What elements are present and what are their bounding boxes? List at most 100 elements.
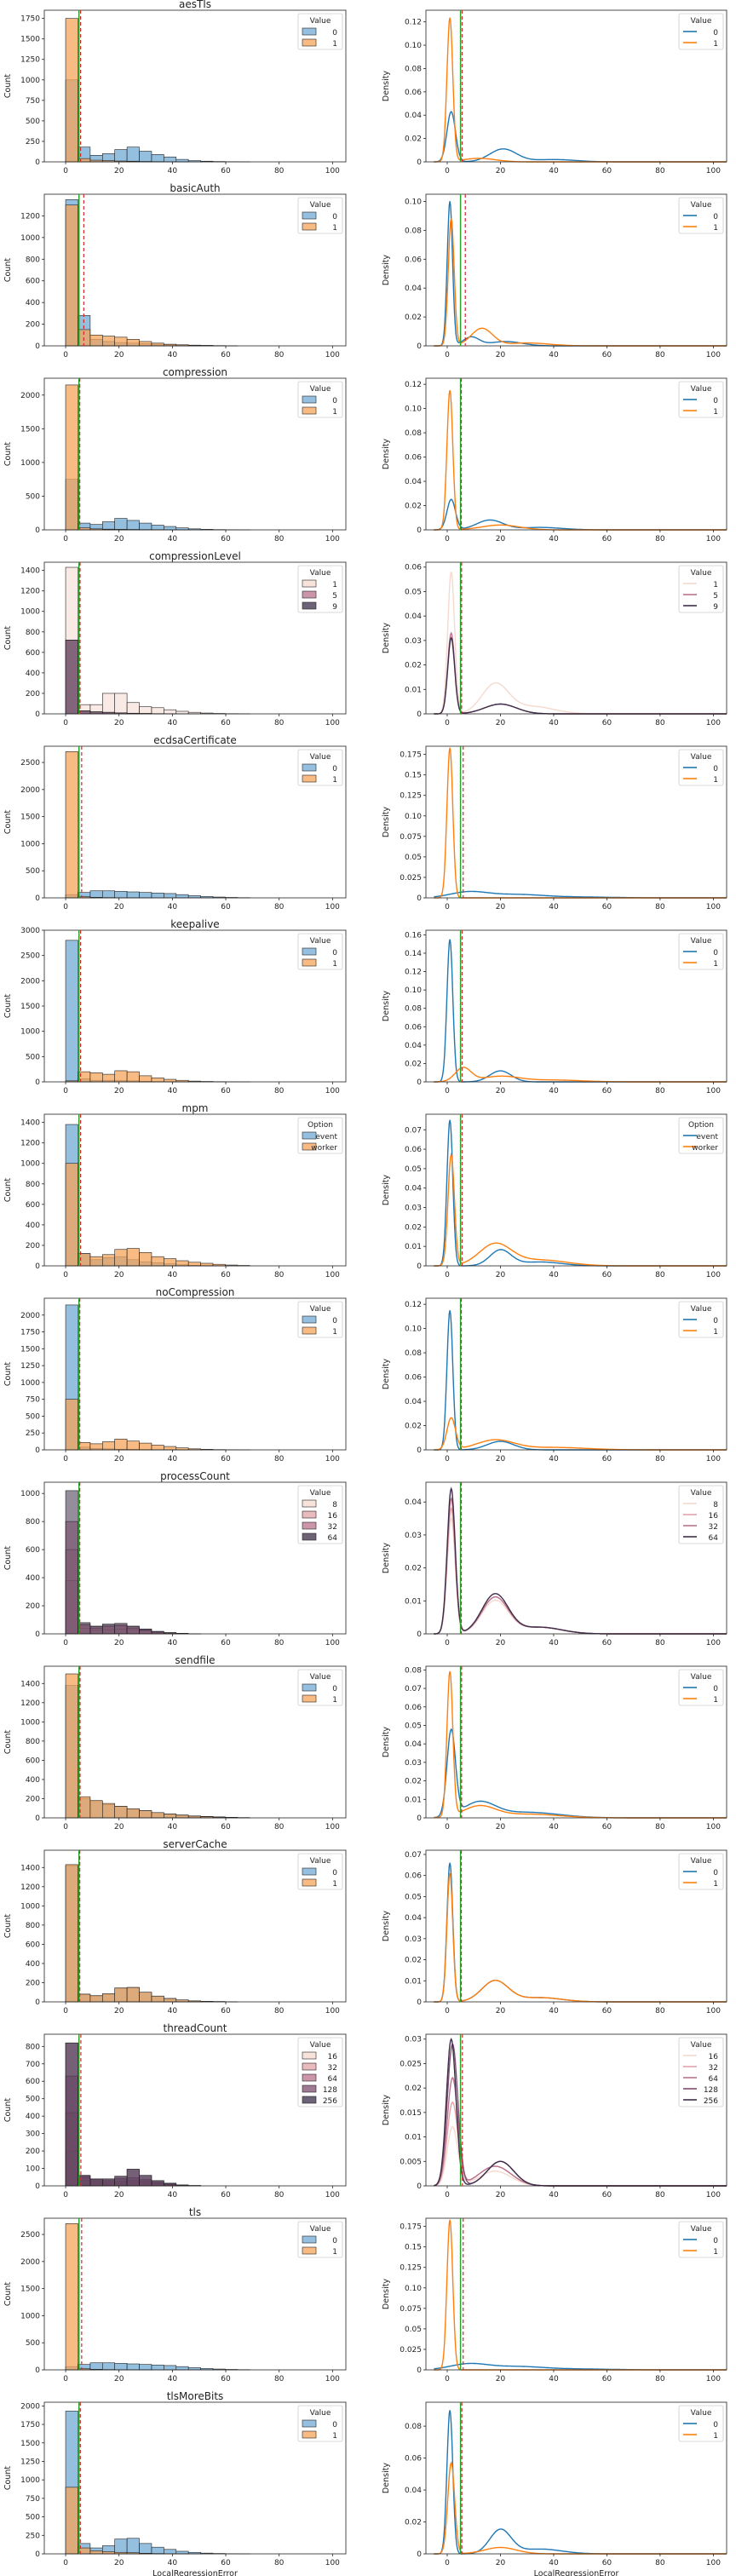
- hist-x-tick-label: 60: [221, 535, 231, 543]
- legend-title: Value: [691, 17, 712, 26]
- hist-bar-1: [65, 2223, 78, 2371]
- legend-swatch: [302, 222, 317, 231]
- legend-swatch: [302, 406, 317, 415]
- legend-swatch: [302, 1131, 317, 1140]
- kde-y-tick-label: 0.08: [405, 1005, 422, 1014]
- hist-bar-1: [114, 1439, 128, 1451]
- kde-line-9: [434, 636, 727, 715]
- legend-frame: [678, 933, 724, 970]
- kde-y-tick-label: 0.04: [405, 1185, 422, 1193]
- hist-y-tick-label: 1000: [20, 1490, 40, 1498]
- hist-bar-9: [65, 640, 78, 715]
- kde-line-0: [434, 890, 727, 899]
- hist-x-tick-label: 100: [325, 719, 340, 727]
- hist-y-tick-label: 2000: [20, 977, 40, 986]
- kde-y-tick-label: 0.015: [400, 2109, 422, 2118]
- kde-y-tick-label: 0.08: [405, 1349, 422, 1358]
- legend-swatch: [302, 395, 317, 404]
- hist-x-tick-label: 0: [63, 351, 68, 359]
- legend-swatch: [302, 1867, 317, 1876]
- kde-x-tick-label: 100: [706, 2559, 721, 2567]
- hist-x-tick-label: 20: [114, 1823, 124, 1831]
- hist-y-tick-label: 800: [26, 256, 40, 264]
- hist-x-tick-label: 40: [168, 535, 178, 543]
- hist-x-tick-label: 40: [168, 2559, 178, 2567]
- hist-bar-1: [89, 1800, 103, 1819]
- kde-y-tick-label: 0.03: [405, 1532, 422, 1540]
- hist-y-tick-label: 600: [26, 649, 40, 658]
- hist-y-label: Count: [3, 1362, 13, 1386]
- kde-x-tick-label: 0: [445, 1823, 450, 1831]
- legend-title: Value: [691, 385, 712, 394]
- hist-bar-1: [78, 2547, 91, 2555]
- kde-y-tick-label: 0.005: [400, 2158, 422, 2166]
- legend-label: 0: [332, 949, 337, 957]
- hist-y-tick-label: 200: [26, 1795, 40, 1803]
- kde-x-tick-label: 0: [445, 2559, 450, 2567]
- kde-y-tick-label: 0.16: [405, 931, 422, 940]
- hist-bar-64: [151, 1630, 164, 1635]
- kde-y-tick-label: 0.06: [405, 1023, 422, 1032]
- hist-bar-worker: [139, 1252, 152, 1267]
- hist-bar-worker: [114, 1249, 128, 1267]
- hist-x-tick-label: 20: [114, 719, 124, 727]
- hist-bar-0: [89, 890, 103, 899]
- hist-frame: [43, 2217, 347, 2371]
- hist-bar-0: [101, 2362, 116, 2371]
- hist-legend: Value 16 32 64 128 256: [297, 2037, 343, 2107]
- hist-y-tick-label: 500: [26, 118, 40, 126]
- hist-x-tick-label: 40: [168, 719, 178, 727]
- legend-label: 1: [332, 2248, 337, 2257]
- legend-swatch: [302, 1326, 317, 1335]
- kde-y-tick-label: 0.10: [405, 42, 422, 50]
- hist-bar-1: [89, 334, 103, 347]
- kde-axes: 0 0.01 0.02 0.03 0.04 0.05 0.06 0 20 40 60 80 100 Den…: [382, 561, 727, 727]
- kde-axes: 0 0.02 0.04 0.06 0.08 0.10 0 20 40 60 80 100 Density…: [382, 193, 727, 359]
- hist-x-tick-label: 60: [221, 1271, 231, 1279]
- hist-y-label: Count: [3, 1730, 13, 1754]
- kde-y-tick-label: 0.05: [405, 2326, 422, 2334]
- hist-y-tick-label: 400: [26, 1574, 40, 1583]
- hist-y-tick-label: 2000: [20, 392, 40, 400]
- legend-title: Value: [310, 1673, 331, 1682]
- legend-label: 0: [713, 1685, 718, 1693]
- hist-y-tick-label: 2500: [20, 2231, 40, 2240]
- hist-bar-1: [151, 1995, 164, 2003]
- kde-line-0: [434, 1728, 727, 1819]
- panel-compressionLevel: compressionLevel020040060080010001200140…: [3, 550, 727, 727]
- kde-frame: [425, 1849, 727, 2003]
- hist-x-tick-label: 60: [221, 903, 231, 911]
- hist-x-tick-label: 60: [221, 1823, 231, 1831]
- legend-label: 8: [332, 1501, 337, 1509]
- hist-y-tick-label: 0: [35, 2550, 40, 2559]
- hist-bar-1: [101, 693, 116, 715]
- kde-line-32: [434, 2101, 727, 2187]
- hist-x-tick-label: 100: [325, 1087, 340, 1095]
- histogram-axes: threadCount 0 100 200 300 400 500 600 700 800 0 20 4…: [3, 2022, 347, 2199]
- hist-bar-0: [151, 154, 164, 163]
- hist-y-tick-label: 1200: [20, 588, 40, 596]
- kde-x-tick-label: 20: [496, 1823, 506, 1831]
- hist-bar-256: [139, 2175, 152, 2187]
- kde-y-tick-label: 0.14: [405, 950, 422, 958]
- hist-x-tick-label: 80: [274, 535, 285, 543]
- hist-frame: [43, 193, 347, 347]
- kde-y-tick-label: 0.01: [405, 1796, 422, 1804]
- kde-x-tick-label: 80: [655, 1087, 665, 1095]
- legend-title: Value: [691, 753, 712, 762]
- legend-frame: [678, 13, 724, 50]
- kde-x-tick-label: 20: [496, 2191, 506, 2199]
- legend-title: Value: [691, 1673, 712, 1682]
- kde-x-tick-label: 60: [602, 2191, 612, 2199]
- hist-bar-0: [89, 2362, 103, 2371]
- hist-bar-256: [164, 2182, 177, 2187]
- hist-y-tick-label: 2500: [20, 952, 40, 961]
- hist-y-tick-label: 1500: [20, 1003, 40, 1011]
- kde-frame: [425, 745, 727, 899]
- hist-bar-1: [126, 1071, 140, 1083]
- kde-y-tick-label: 0.075: [400, 2305, 422, 2314]
- kde-x-label: LocalRegressionError: [534, 2569, 619, 2576]
